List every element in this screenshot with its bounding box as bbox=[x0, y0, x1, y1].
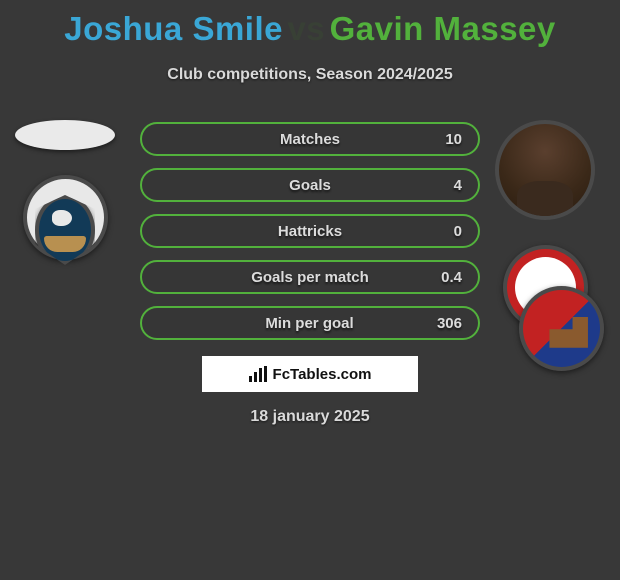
stat-row: Matches 10 bbox=[140, 122, 480, 156]
stat-label: Min per goal bbox=[182, 315, 437, 332]
player1-name: Joshua Smile bbox=[64, 10, 283, 47]
brand-logo[interactable]: FcTables.com bbox=[202, 356, 418, 392]
player1-club-badge bbox=[23, 175, 108, 260]
stat-row: Hattricks 0 bbox=[140, 214, 480, 248]
date-text: 18 january 2025 bbox=[0, 408, 620, 426]
stat-row: Min per goal 306 bbox=[140, 306, 480, 340]
stat-row: Goals per match 0.4 bbox=[140, 260, 480, 294]
stat-value-right: 0.4 bbox=[438, 269, 462, 286]
comparison-card: Joshua Smile vs Gavin Massey Club compet… bbox=[0, 0, 620, 84]
stat-value-right: 4 bbox=[438, 177, 462, 194]
subtitle: Club competitions, Season 2024/2025 bbox=[0, 66, 620, 84]
stat-label: Goals per match bbox=[182, 269, 438, 286]
player2-club-badge bbox=[503, 245, 588, 330]
vs-text: vs bbox=[287, 10, 325, 47]
stat-value-right: 0 bbox=[438, 223, 462, 240]
stat-label: Hattricks bbox=[182, 223, 438, 240]
player1-column bbox=[10, 120, 120, 260]
player1-photo bbox=[15, 120, 115, 150]
brand-text: FcTables.com bbox=[273, 366, 372, 383]
stat-value-right: 10 bbox=[438, 131, 462, 148]
club-badge-icon bbox=[35, 195, 95, 265]
stat-label: Goals bbox=[182, 177, 438, 194]
stat-row: Goals 4 bbox=[140, 168, 480, 202]
title: Joshua Smile vs Gavin Massey bbox=[0, 10, 620, 48]
player2-column bbox=[490, 120, 600, 330]
player2-photo bbox=[495, 120, 595, 220]
player2-name: Gavin Massey bbox=[330, 10, 556, 47]
bar-chart-icon bbox=[249, 366, 267, 382]
stats-table: Matches 10 Goals 4 Hattricks 0 Goals per… bbox=[140, 122, 480, 352]
club-badge-icon bbox=[519, 286, 604, 371]
stat-value-right: 306 bbox=[437, 315, 462, 332]
stat-label: Matches bbox=[182, 131, 438, 148]
